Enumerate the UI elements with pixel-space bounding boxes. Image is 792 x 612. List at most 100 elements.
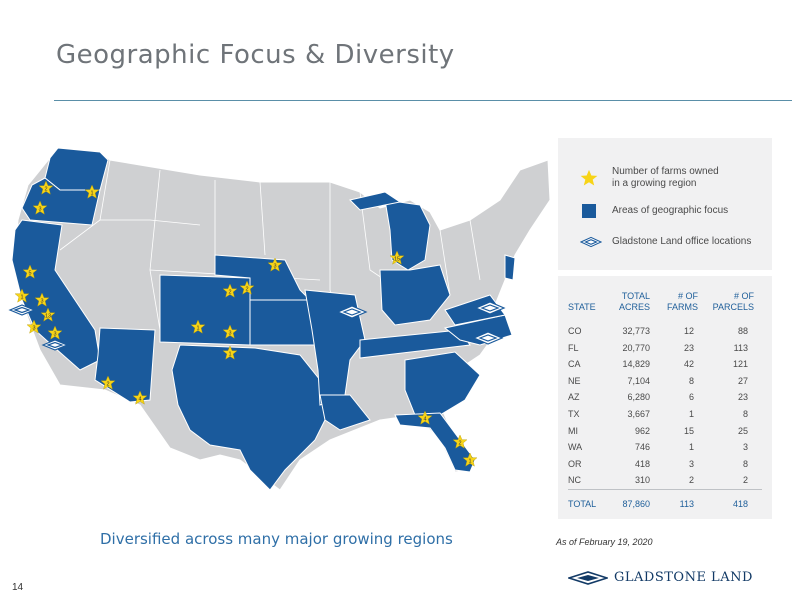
cell-parcels: 88 — [737, 326, 748, 336]
cell-parcels: 8 — [742, 409, 748, 419]
farm-star: 3 — [47, 325, 63, 340]
cell-farms: 23 — [683, 342, 694, 353]
logo-text: GLADSTONE LAND — [614, 570, 753, 585]
cell-state: CA — [568, 359, 581, 370]
star-count: 2 — [44, 186, 47, 192]
star-count: 1 — [90, 190, 93, 196]
star-icon — [222, 345, 238, 360]
farm-star: 3 — [267, 257, 283, 272]
star-count: 1 — [196, 325, 199, 331]
star-count: 3 — [32, 325, 35, 331]
star-count: 1 — [468, 458, 471, 464]
farm-star: 3 — [34, 292, 50, 307]
cell-acres: 746 — [634, 442, 650, 453]
star-icon — [38, 180, 54, 195]
farm-star: 3 — [222, 324, 238, 339]
star-count: 3 — [273, 263, 276, 269]
star-count: 4 — [138, 396, 141, 402]
title-divider — [54, 100, 792, 101]
farm-star: 3 — [26, 319, 42, 334]
page-title: Geographic Focus & Diversity — [56, 40, 455, 70]
star-icon — [222, 324, 238, 339]
cell-parcels: 113 — [733, 342, 748, 353]
cell-parcels: 121 — [732, 359, 748, 370]
star-icon — [462, 452, 478, 467]
state-co — [159, 274, 251, 346]
farm-star: 15 — [389, 250, 405, 265]
state-tx — [171, 344, 336, 491]
cell-acres: 418 — [634, 458, 650, 469]
holdings-table: STATE TOTAL ACRES # OF FARMS # OF PARCEL… — [558, 276, 772, 519]
cell-parcels: 27 — [737, 375, 748, 386]
star-icon — [417, 410, 433, 425]
farm-star: 2 — [452, 434, 468, 449]
cell-farms: 6 — [688, 392, 694, 403]
cell-state: NC — [568, 475, 581, 486]
state-in-oh — [379, 264, 451, 326]
state-wa — [44, 147, 109, 191]
office-icon-mo — [336, 305, 368, 319]
star-icon — [239, 280, 255, 295]
cell-state: AZ — [568, 392, 580, 403]
farm-star: 2 — [239, 280, 255, 295]
cell-acres: 6,280 — [627, 392, 650, 403]
map-subtitle: Diversified across many major growing re… — [100, 530, 453, 548]
legend-office-label: Gladstone Land office locations — [612, 236, 752, 247]
star-icon — [32, 200, 48, 215]
cell-parcels: 8 — [742, 458, 748, 469]
cell-acres: 3,667 — [627, 409, 650, 419]
star-count: 1 — [228, 351, 231, 357]
logo-mark-icon — [568, 570, 608, 585]
cell-parcels: 23 — [737, 392, 748, 403]
map-legend: Number of farms owned in a growing regio… — [558, 138, 772, 270]
farm-star: 3 — [32, 200, 48, 215]
state-ca — [11, 219, 101, 371]
star-count: 3 — [40, 298, 43, 304]
state-az — [94, 327, 156, 403]
cell-state: TX — [568, 409, 580, 419]
state-mi-upper — [349, 191, 402, 211]
legend-farms: Number of farms owned in a growing regio… — [580, 166, 719, 190]
state-nj — [504, 254, 516, 281]
star-icon — [580, 169, 598, 186]
cell-farms: 12 — [683, 326, 694, 336]
farm-star: 5 — [22, 264, 38, 279]
star-count: 4 — [423, 416, 426, 422]
cell-farms: 2 — [688, 475, 694, 486]
cell-acres: 14,829 — [622, 359, 650, 370]
star-count: 15 — [394, 256, 400, 262]
farm-star: 1 — [14, 288, 30, 303]
cell-state: OR — [568, 458, 582, 469]
cell-state: FL — [568, 342, 579, 353]
cell-parcels: 25 — [737, 425, 748, 436]
farm-star: 2 — [100, 375, 116, 390]
cell-acres: 310 — [634, 475, 650, 486]
state-mi — [384, 199, 431, 271]
star-count: 2 — [106, 381, 109, 387]
state-ga-sc — [404, 351, 481, 416]
star-count: 2 — [228, 289, 231, 295]
total-farms: 113 — [679, 499, 694, 509]
cell-farms: 1 — [688, 409, 694, 419]
star-count: 13 — [45, 313, 51, 319]
star-count: 3 — [228, 330, 231, 336]
office-icon-ca2 — [41, 339, 69, 351]
page-number: 14 — [12, 582, 24, 593]
cell-farms: 42 — [683, 359, 694, 370]
office-icons — [8, 301, 506, 351]
farm-star: 2 — [222, 283, 238, 298]
gladstone-logo: GLADSTONE LAND — [568, 570, 753, 585]
cell-acres: 20,770 — [622, 342, 650, 353]
farm-star: 1 — [462, 452, 478, 467]
total-divider — [568, 489, 762, 490]
th-acres: TOTAL ACRES — [618, 291, 650, 312]
star-icon — [222, 283, 238, 298]
office-icon-ca — [8, 304, 36, 316]
star-count: 3 — [53, 331, 56, 337]
star-icon — [34, 292, 50, 307]
state-la — [319, 394, 371, 431]
cell-acres: 7,104 — [627, 375, 650, 386]
star-icon — [452, 434, 468, 449]
